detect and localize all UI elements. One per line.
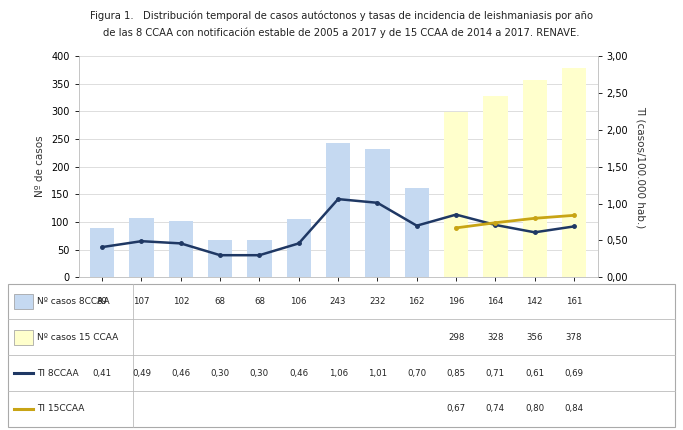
Bar <box>444 169 469 277</box>
Bar <box>90 228 114 277</box>
Text: 164: 164 <box>487 297 503 306</box>
Bar <box>169 221 193 277</box>
Text: 0,61: 0,61 <box>525 369 544 378</box>
Bar <box>562 68 586 277</box>
Text: 107: 107 <box>133 297 150 306</box>
Bar <box>404 187 429 277</box>
Text: 243: 243 <box>330 297 346 306</box>
Text: 0,80: 0,80 <box>525 404 544 413</box>
Bar <box>326 143 350 277</box>
Text: 0,30: 0,30 <box>250 369 269 378</box>
Text: Nº casos 15 CCAA: Nº casos 15 CCAA <box>37 333 118 342</box>
Text: 0,70: 0,70 <box>407 369 426 378</box>
Text: Figura 1.   Distribución temporal de casos autóctonos y tasas de incidencia de l: Figura 1. Distribución temporal de casos… <box>90 11 593 21</box>
Text: 161: 161 <box>566 297 583 306</box>
Text: 0,67: 0,67 <box>447 404 466 413</box>
Bar <box>483 187 507 277</box>
Text: 102: 102 <box>173 297 189 306</box>
Text: 89: 89 <box>97 297 108 306</box>
Text: 298: 298 <box>448 333 464 342</box>
Text: 356: 356 <box>527 333 543 342</box>
Text: 106: 106 <box>290 297 307 306</box>
Text: 0,84: 0,84 <box>564 404 583 413</box>
Text: 196: 196 <box>448 297 464 306</box>
Bar <box>247 240 272 277</box>
Text: 0,46: 0,46 <box>171 369 191 378</box>
Text: Nº casos 8CCAA: Nº casos 8CCAA <box>37 297 109 306</box>
Text: 1,01: 1,01 <box>368 369 387 378</box>
Bar <box>483 96 507 277</box>
Text: 0,74: 0,74 <box>486 404 505 413</box>
Bar <box>208 240 232 277</box>
Text: 378: 378 <box>566 333 583 342</box>
Y-axis label: TI (casos/100.000 hab.): TI (casos/100.000 hab.) <box>635 105 645 228</box>
Text: 0,69: 0,69 <box>565 369 583 378</box>
Text: 0,46: 0,46 <box>289 369 308 378</box>
Bar <box>444 112 469 277</box>
Text: 0,71: 0,71 <box>486 369 505 378</box>
Text: TI 8CCAA: TI 8CCAA <box>37 369 79 378</box>
Text: TI 15CCAA: TI 15CCAA <box>37 404 84 413</box>
Text: 142: 142 <box>527 297 543 306</box>
Bar <box>522 80 547 277</box>
Text: 162: 162 <box>408 297 425 306</box>
Bar <box>562 188 586 277</box>
Text: 68: 68 <box>254 297 265 306</box>
Text: 0,85: 0,85 <box>447 369 466 378</box>
Text: 68: 68 <box>214 297 225 306</box>
Bar <box>287 219 311 277</box>
Bar <box>129 218 154 277</box>
Text: de las 8 CCAA con notificación estable de 2005 a 2017 y de 15 CCAA de 2014 a 201: de las 8 CCAA con notificación estable d… <box>103 28 580 38</box>
Text: 0,49: 0,49 <box>132 369 151 378</box>
Text: 232: 232 <box>369 297 386 306</box>
Text: 0,41: 0,41 <box>93 369 112 378</box>
Text: 1,06: 1,06 <box>329 369 348 378</box>
Y-axis label: Nº de casos: Nº de casos <box>36 136 45 197</box>
Bar <box>522 199 547 277</box>
Bar <box>365 149 389 277</box>
Text: 0,30: 0,30 <box>210 369 229 378</box>
Text: 328: 328 <box>487 333 503 342</box>
